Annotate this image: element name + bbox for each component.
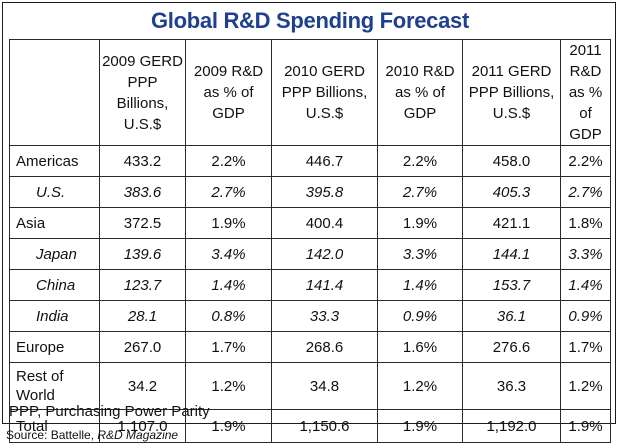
row-label: Rest of World bbox=[9, 362, 100, 410]
table-cell: 2.7% bbox=[377, 176, 463, 208]
header-cell-2009-gerd: 2009 GERD PPP Billions, U.S.$ bbox=[99, 39, 186, 146]
row-label: Total bbox=[9, 409, 100, 443]
row-label: Europe bbox=[9, 331, 100, 363]
table-cell: 1.7% bbox=[560, 331, 611, 363]
table-cell: 400.4 bbox=[271, 207, 378, 239]
table-cell: 139.6 bbox=[99, 238, 186, 270]
table-cell: 383.6 bbox=[99, 176, 186, 208]
table-cell: 1.9% bbox=[560, 409, 611, 443]
table-cell: 433.2 bbox=[99, 145, 186, 177]
table-cell: 1.9% bbox=[377, 409, 463, 443]
header-cell-2010-rd-pct: 2010 R&D as % of GDP bbox=[377, 39, 463, 146]
row-label: China bbox=[9, 269, 100, 301]
table-cell: 1.7% bbox=[185, 331, 272, 363]
table-cell: 142.0 bbox=[271, 238, 378, 270]
table-cell: 34.2 bbox=[99, 362, 186, 410]
table-cell: 141.4 bbox=[271, 269, 378, 301]
table-cell: 3.4% bbox=[185, 238, 272, 270]
table-cell: 395.8 bbox=[271, 176, 378, 208]
table-cell: 405.3 bbox=[462, 176, 561, 208]
row-label: Americas bbox=[9, 145, 100, 177]
table-cell: 1.6% bbox=[377, 331, 463, 363]
table-cell: 1.4% bbox=[560, 269, 611, 301]
table-cell: 36.1 bbox=[462, 300, 561, 332]
table-cell: 123.7 bbox=[99, 269, 186, 301]
table-cell: 1.9% bbox=[185, 207, 272, 239]
table-cell: 2.7% bbox=[560, 176, 611, 208]
table-cell: 1.9% bbox=[377, 207, 463, 239]
table-cell: 267.0 bbox=[99, 331, 186, 363]
header-row: 2009 GERD PPP Billions, U.S.$ 2009 R&D a… bbox=[9, 39, 611, 146]
table-cell: 144.1 bbox=[462, 238, 561, 270]
table-cell: 33.3 bbox=[271, 300, 378, 332]
table-cell: 36.3 bbox=[462, 362, 561, 410]
table-cell: 153.7 bbox=[462, 269, 561, 301]
table-cell: 0.8% bbox=[185, 300, 272, 332]
header-cell-corner bbox=[9, 39, 100, 146]
row-label: U.S. bbox=[9, 176, 100, 208]
header-cell-2009-rd-pct: 2009 R&D as % of GDP bbox=[185, 39, 272, 146]
table-cell: 3.3% bbox=[377, 238, 463, 270]
table-row-total: Total 1,107.0 1.9% 1,150.6 1.9% 1,192.0 … bbox=[9, 409, 611, 443]
table-row: U.S. 383.6 2.7% 395.8 2.7% 405.3 2.7% bbox=[9, 176, 611, 208]
table-cell: 1.4% bbox=[377, 269, 463, 301]
table-row: Japan 139.6 3.4% 142.0 3.3% 144.1 3.3% bbox=[9, 238, 611, 270]
table-frame: Global R&D Spending Forecast 2009 GERD P… bbox=[2, 2, 616, 443]
header-cell-2010-gerd: 2010 GERD PPP Billions, U.S.$ bbox=[271, 39, 378, 146]
table-cell: 1,192.0 bbox=[462, 409, 561, 443]
page-title: Global R&D Spending Forecast bbox=[151, 8, 469, 33]
source-publication: R&D Magazine bbox=[97, 428, 179, 442]
table-cell: 34.8 bbox=[271, 362, 378, 410]
row-label: Japan bbox=[9, 238, 100, 270]
table-cell: 0.9% bbox=[560, 300, 611, 332]
table-cell: 3.3% bbox=[560, 238, 611, 270]
table-cell: 2.2% bbox=[185, 145, 272, 177]
header-cell-2011-rd-pct: 2011 R&D as % of GDP bbox=[560, 39, 611, 146]
table-cell: 1,150.6 bbox=[271, 409, 378, 443]
table-row: Rest of World 34.2 1.2% 34.8 1.2% 36.3 1… bbox=[9, 362, 611, 410]
table-cell: 2.2% bbox=[560, 145, 611, 177]
source-prefix: Source: Battelle, bbox=[6, 428, 98, 442]
table-cell: 2.7% bbox=[185, 176, 272, 208]
table-cell: 1.9% bbox=[185, 409, 272, 443]
row-label: Asia bbox=[9, 207, 100, 239]
header-cell-2011-gerd: 2011 GERD PPP Billions, U.S.$ bbox=[462, 39, 561, 146]
source-line: Source: Battelle, R&D Magazine bbox=[6, 427, 178, 443]
table-cell: 372.5 bbox=[99, 207, 186, 239]
footnote: PPP, Purchasing Power Parity bbox=[9, 403, 210, 420]
table-cell: 458.0 bbox=[462, 145, 561, 177]
table-row: Americas 433.2 2.2% 446.7 2.2% 458.0 2.2… bbox=[9, 145, 611, 177]
table-cell: 1.2% bbox=[185, 362, 272, 410]
rd-spending-table: 2009 GERD PPP Billions, U.S.$ 2009 R&D a… bbox=[9, 39, 611, 443]
table-cell: 1.2% bbox=[377, 362, 463, 410]
table-cell: 1.4% bbox=[185, 269, 272, 301]
table-cell: 2.2% bbox=[377, 145, 463, 177]
row-label: India bbox=[9, 300, 100, 332]
table-cell: 1.8% bbox=[560, 207, 611, 239]
table-cell: 28.1 bbox=[99, 300, 186, 332]
table-cell: 446.7 bbox=[271, 145, 378, 177]
table-cell: 421.1 bbox=[462, 207, 561, 239]
table-row: Asia 372.5 1.9% 400.4 1.9% 421.1 1.8% bbox=[9, 207, 611, 239]
table-row: India 28.1 0.8% 33.3 0.9% 36.1 0.9% bbox=[9, 300, 611, 332]
table-row: China 123.7 1.4% 141.4 1.4% 153.7 1.4% bbox=[9, 269, 611, 301]
table-cell: 276.6 bbox=[462, 331, 561, 363]
table-cell: 1.2% bbox=[560, 362, 611, 410]
table-cell: 268.6 bbox=[271, 331, 378, 363]
table-cell: 1,107.0 bbox=[99, 409, 186, 443]
table-cell: 0.9% bbox=[377, 300, 463, 332]
table-row: Europe 267.0 1.7% 268.6 1.6% 276.6 1.7% bbox=[9, 331, 611, 363]
